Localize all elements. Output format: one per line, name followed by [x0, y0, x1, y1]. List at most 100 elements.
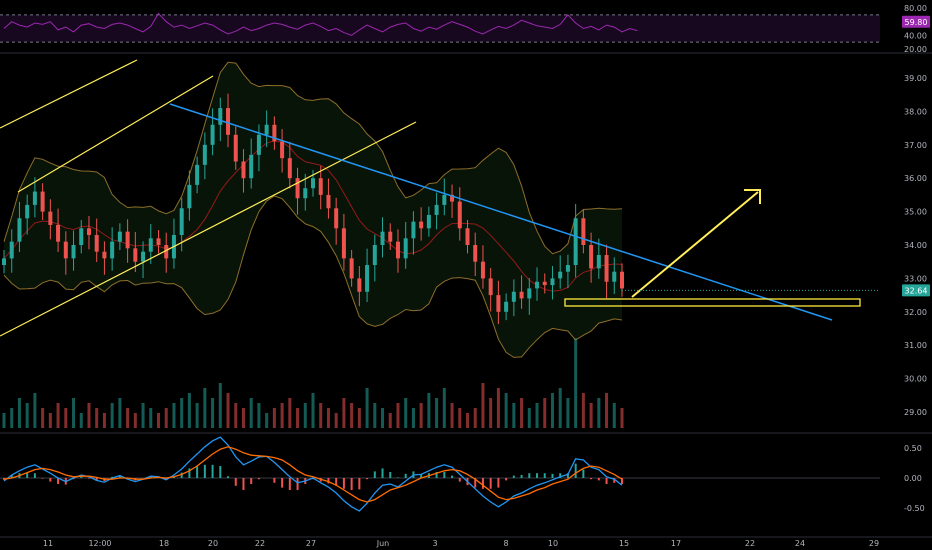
rsi-value-tag: [902, 15, 930, 28]
candle-body: [380, 231, 385, 245]
x-tick-label: 22: [745, 539, 755, 548]
candle-body: [488, 278, 493, 296]
volume-bar: [133, 413, 137, 428]
price-tick-label: 32.00: [904, 308, 927, 317]
volume-bar: [257, 403, 261, 428]
volume-bar: [466, 413, 469, 428]
volume-bar: [218, 383, 222, 428]
macd-tick-label: -0.50: [904, 504, 925, 513]
x-tick-label: 20: [208, 539, 218, 548]
price-tick-label: 35.00: [904, 208, 927, 217]
price-tag-label: 32.64: [905, 286, 928, 295]
volume-bar: [17, 398, 21, 428]
volume-bar: [56, 403, 60, 428]
candle-body: [17, 218, 22, 242]
candle-body: [179, 208, 184, 235]
rsi-band-fill: [0, 14, 880, 43]
volume-bar: [350, 403, 354, 428]
volume-bar: [141, 403, 145, 428]
x-tick-label: 18: [159, 539, 169, 548]
volume-bar: [203, 388, 207, 428]
candle-body: [264, 124, 269, 135]
volume-bar: [72, 398, 76, 428]
volume-bar: [581, 393, 585, 428]
volume-bar: [435, 398, 439, 428]
signal-line: [3, 446, 623, 503]
x-tick-label: 12:00: [88, 539, 111, 548]
volume-bar: [319, 403, 323, 428]
volume-bar: [102, 413, 106, 428]
volume-bar: [157, 413, 160, 428]
price-tick-label: 33.00: [904, 274, 927, 283]
candle-body: [56, 224, 61, 242]
volume-bar: [272, 408, 276, 428]
candle-body: [272, 124, 277, 142]
candle-body: [280, 141, 285, 159]
price-tick-label: 39.00: [904, 74, 927, 83]
x-tick-label: 15: [619, 539, 629, 548]
candle-body: [40, 191, 45, 212]
candle-body: [511, 291, 516, 302]
volume-bar: [303, 403, 307, 428]
price-tick-label: 36.00: [904, 174, 927, 183]
volume-bar: [520, 398, 524, 428]
candle-body: [388, 231, 393, 242]
volume-bar: [234, 403, 238, 428]
candle-body: [450, 194, 455, 202]
candle-body: [419, 221, 424, 229]
candle-body: [311, 178, 315, 189]
rsi-tick-label: 80.00: [904, 4, 927, 13]
volume-bar: [357, 408, 361, 428]
volume-bar: [373, 403, 377, 428]
x-tick-label: Jun: [376, 539, 390, 548]
candle-body: [117, 231, 122, 242]
x-tick-label: 8: [503, 539, 508, 548]
volume-bar: [334, 413, 338, 428]
price-tag: [902, 284, 930, 297]
rsi-tick-label: 40.00: [904, 31, 927, 40]
candle-body: [326, 194, 331, 209]
price-tick-label: 37.00: [904, 141, 927, 150]
candle-body: [318, 178, 323, 195]
volume-bar: [481, 383, 485, 428]
volume-bar: [574, 338, 578, 428]
candle-body: [226, 108, 231, 135]
candle-body: [426, 214, 431, 229]
candle-body: [110, 241, 115, 259]
candle-body: [94, 234, 99, 252]
volume-bar: [164, 408, 168, 428]
candle-body: [48, 211, 53, 225]
candle-body: [581, 218, 586, 245]
volume-bar: [95, 408, 99, 428]
volume-bar: [64, 408, 68, 428]
volume-bar: [288, 398, 292, 428]
candle-body: [187, 184, 192, 209]
candle-body: [287, 158, 292, 179]
candle-body: [241, 161, 246, 179]
candle-body: [256, 134, 261, 155]
volume-bar: [419, 403, 423, 428]
candle-body: [195, 164, 200, 185]
channel-upper-line: [0, 59, 138, 129]
volume-bar: [450, 403, 454, 428]
volume-bar: [226, 393, 230, 428]
volume-bar: [396, 403, 400, 428]
volume-bar: [326, 408, 330, 428]
volume-bar: [172, 403, 176, 428]
volume-bar: [118, 398, 122, 428]
volume-bar: [535, 403, 539, 428]
candle-body: [442, 194, 447, 205]
candle-body: [465, 228, 470, 245]
volume-bar: [180, 398, 184, 428]
x-tick-label: 24: [795, 539, 805, 548]
candle-body: [573, 218, 578, 266]
candle-body: [86, 228, 91, 235]
candle-body: [411, 221, 416, 239]
candle-body: [249, 154, 254, 179]
volume-bar: [612, 403, 616, 428]
volume-bar: [589, 403, 593, 428]
candle-body: [71, 245, 76, 259]
volume-bar: [496, 388, 500, 428]
volume-bar: [41, 408, 45, 428]
